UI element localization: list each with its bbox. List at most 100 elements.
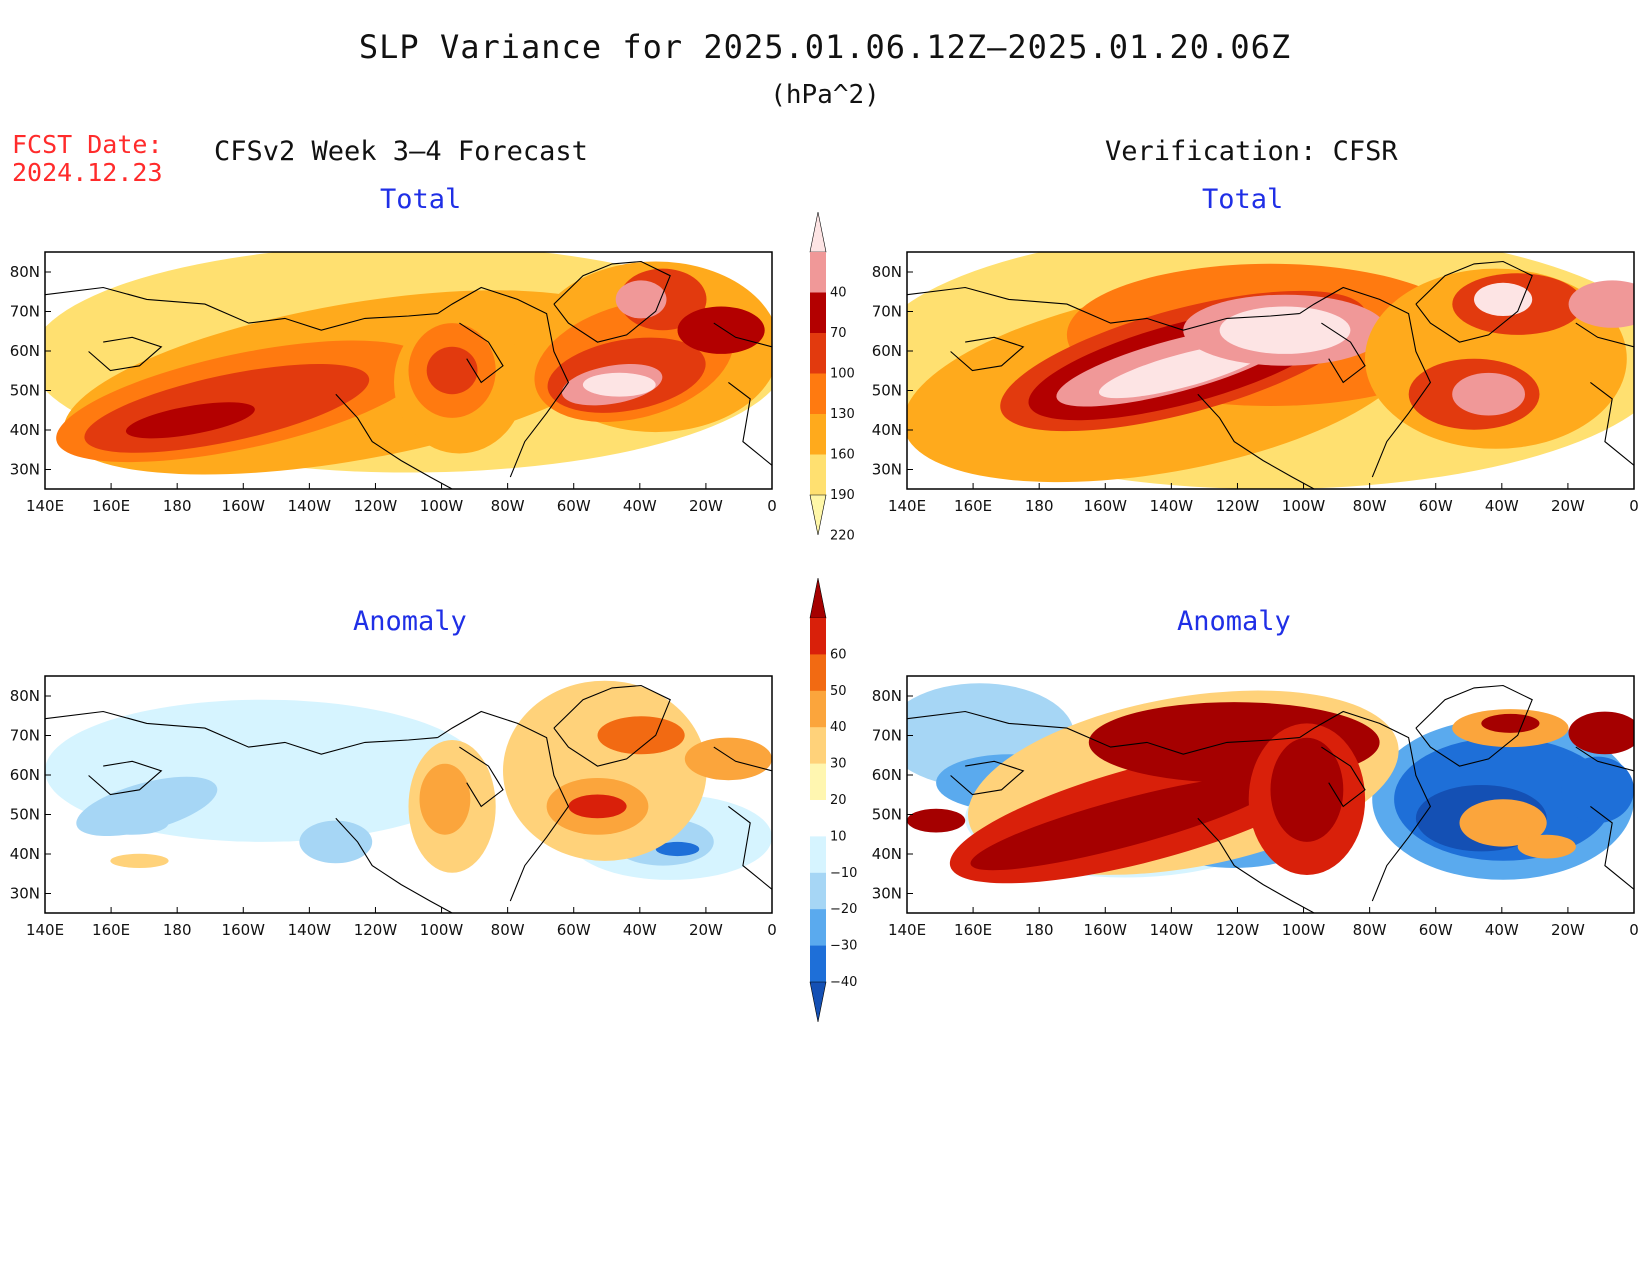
lat-tick-label: 70N xyxy=(10,303,40,321)
lat-tick-label: 50N xyxy=(10,382,40,400)
lon-tick-label: 40W xyxy=(1485,497,1519,515)
coastline xyxy=(45,286,438,331)
contour-region xyxy=(582,372,656,397)
colorbar-label: 50 xyxy=(830,684,847,699)
lat-tick-label: 80N xyxy=(872,263,902,281)
contour-region xyxy=(1056,325,1296,407)
coastline xyxy=(437,286,570,478)
contour-region xyxy=(110,853,169,868)
coastline xyxy=(459,746,504,808)
colorbar-label: 10 xyxy=(830,829,847,844)
contour-region xyxy=(1408,358,1540,430)
map-frame xyxy=(44,675,773,914)
coastlines xyxy=(907,260,1634,489)
lon-tick-label: 160W xyxy=(1084,921,1128,939)
units-label: (hPa^2) xyxy=(770,80,880,110)
field-shading xyxy=(907,683,1634,884)
contour-region xyxy=(45,699,482,842)
lon-tick-label: 120W xyxy=(354,497,398,515)
contour-region xyxy=(408,740,496,873)
colorbar-swatch xyxy=(810,252,826,293)
coastline xyxy=(907,710,1300,755)
coastline xyxy=(1575,322,1634,348)
fcst-total-title: Total xyxy=(380,184,462,215)
lat-tick-label: 40N xyxy=(872,845,902,863)
colorbar-swatch xyxy=(810,654,826,692)
contour-region xyxy=(95,811,169,835)
contour-region xyxy=(684,737,772,781)
contour-region xyxy=(907,808,966,833)
colorbar-swatch xyxy=(810,333,826,374)
contour-region xyxy=(1270,737,1344,842)
lon-tick-label: 0 xyxy=(1629,921,1639,939)
lat-tick-label: 30N xyxy=(10,885,40,903)
coastlines xyxy=(45,260,772,489)
contour-region xyxy=(970,775,1280,871)
lon-tick-label: 120W xyxy=(1216,921,1260,939)
coastline xyxy=(1299,710,1432,902)
colorbar-swatch xyxy=(810,727,826,765)
coastline xyxy=(1321,746,1366,808)
contour-region xyxy=(1459,799,1547,847)
contour-region xyxy=(1452,372,1525,416)
lat-tick-label: 40N xyxy=(10,845,40,863)
map-frame xyxy=(906,675,1635,914)
lat-tick-label: 40N xyxy=(10,421,40,439)
total-colorbar: 40 70 100 130 160 190 220 xyxy=(809,211,855,544)
lon-tick-label: 140E xyxy=(26,921,64,939)
lon-tick-label: 160W xyxy=(1084,497,1128,515)
colorbar-extend-top xyxy=(809,577,827,619)
contour-region xyxy=(1452,709,1569,748)
contour-region xyxy=(1176,815,1264,859)
colorbar-label: −20 xyxy=(830,902,857,917)
contour-region xyxy=(532,261,772,433)
lon-tick-label: 40W xyxy=(1485,921,1519,939)
lat-tick-label: 50N xyxy=(872,806,902,824)
lat-tick-label: 60N xyxy=(872,342,902,360)
contour-region xyxy=(936,754,1082,812)
contour-region xyxy=(568,794,627,819)
lat-tick-label: 50N xyxy=(872,382,902,400)
lon-tick-label: 160E xyxy=(954,921,992,939)
field-shading xyxy=(45,680,772,880)
contour-region xyxy=(503,680,707,861)
ver_total-map: 140E 160E 180 160W 140W 120W 100W 80W 60W 40W 20W 0… xyxy=(872,251,1639,515)
contour-region xyxy=(677,306,765,354)
lon-tick-label: 100W xyxy=(1282,921,1326,939)
colorbar-extend-bottom xyxy=(809,494,827,536)
lon-tick-label: 120W xyxy=(1216,497,1260,515)
coastline xyxy=(728,381,772,466)
coastline xyxy=(907,286,1300,331)
lon-tick-label: 80W xyxy=(491,497,525,515)
lon-tick-label: 180 xyxy=(163,497,192,515)
coastline xyxy=(335,817,453,913)
lon-tick-label: 140W xyxy=(288,921,332,939)
ver-total-title: Total xyxy=(1202,184,1284,215)
colorbar-label: 20 xyxy=(830,793,847,808)
ver-anomaly-title: Anomaly xyxy=(1177,606,1291,637)
lat-tick-label: 40N xyxy=(872,421,902,439)
lon-tick-label: 80W xyxy=(1353,497,1387,515)
contour-region xyxy=(1066,263,1475,406)
lon-tick-label: 160E xyxy=(92,497,130,515)
contour-region xyxy=(568,794,772,880)
coastline xyxy=(728,805,772,890)
contour-region xyxy=(968,690,1399,875)
fcst_anom-map: 140E 160E 180 160W 140W 120W 100W 80W 60W 40W 20W 0… xyxy=(10,675,777,939)
contour-region xyxy=(1365,268,1627,449)
contour-region xyxy=(612,818,714,866)
contour-region xyxy=(1568,711,1634,755)
contour-region xyxy=(1248,723,1366,875)
contour-region xyxy=(1481,713,1540,733)
contour-region xyxy=(1219,306,1351,354)
coastline xyxy=(950,760,1025,796)
contour-region xyxy=(1561,756,1634,823)
contour-region xyxy=(76,776,218,837)
lat-tick-label: 60N xyxy=(872,766,902,784)
lon-tick-label: 60W xyxy=(1419,921,1453,939)
colorbar-label: 40 xyxy=(830,720,847,735)
contour-region xyxy=(907,282,1420,483)
contour-region xyxy=(615,280,667,319)
lon-tick-label: 20W xyxy=(689,921,723,939)
